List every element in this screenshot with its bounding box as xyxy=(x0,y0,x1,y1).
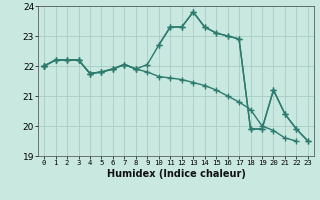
X-axis label: Humidex (Indice chaleur): Humidex (Indice chaleur) xyxy=(107,169,245,179)
